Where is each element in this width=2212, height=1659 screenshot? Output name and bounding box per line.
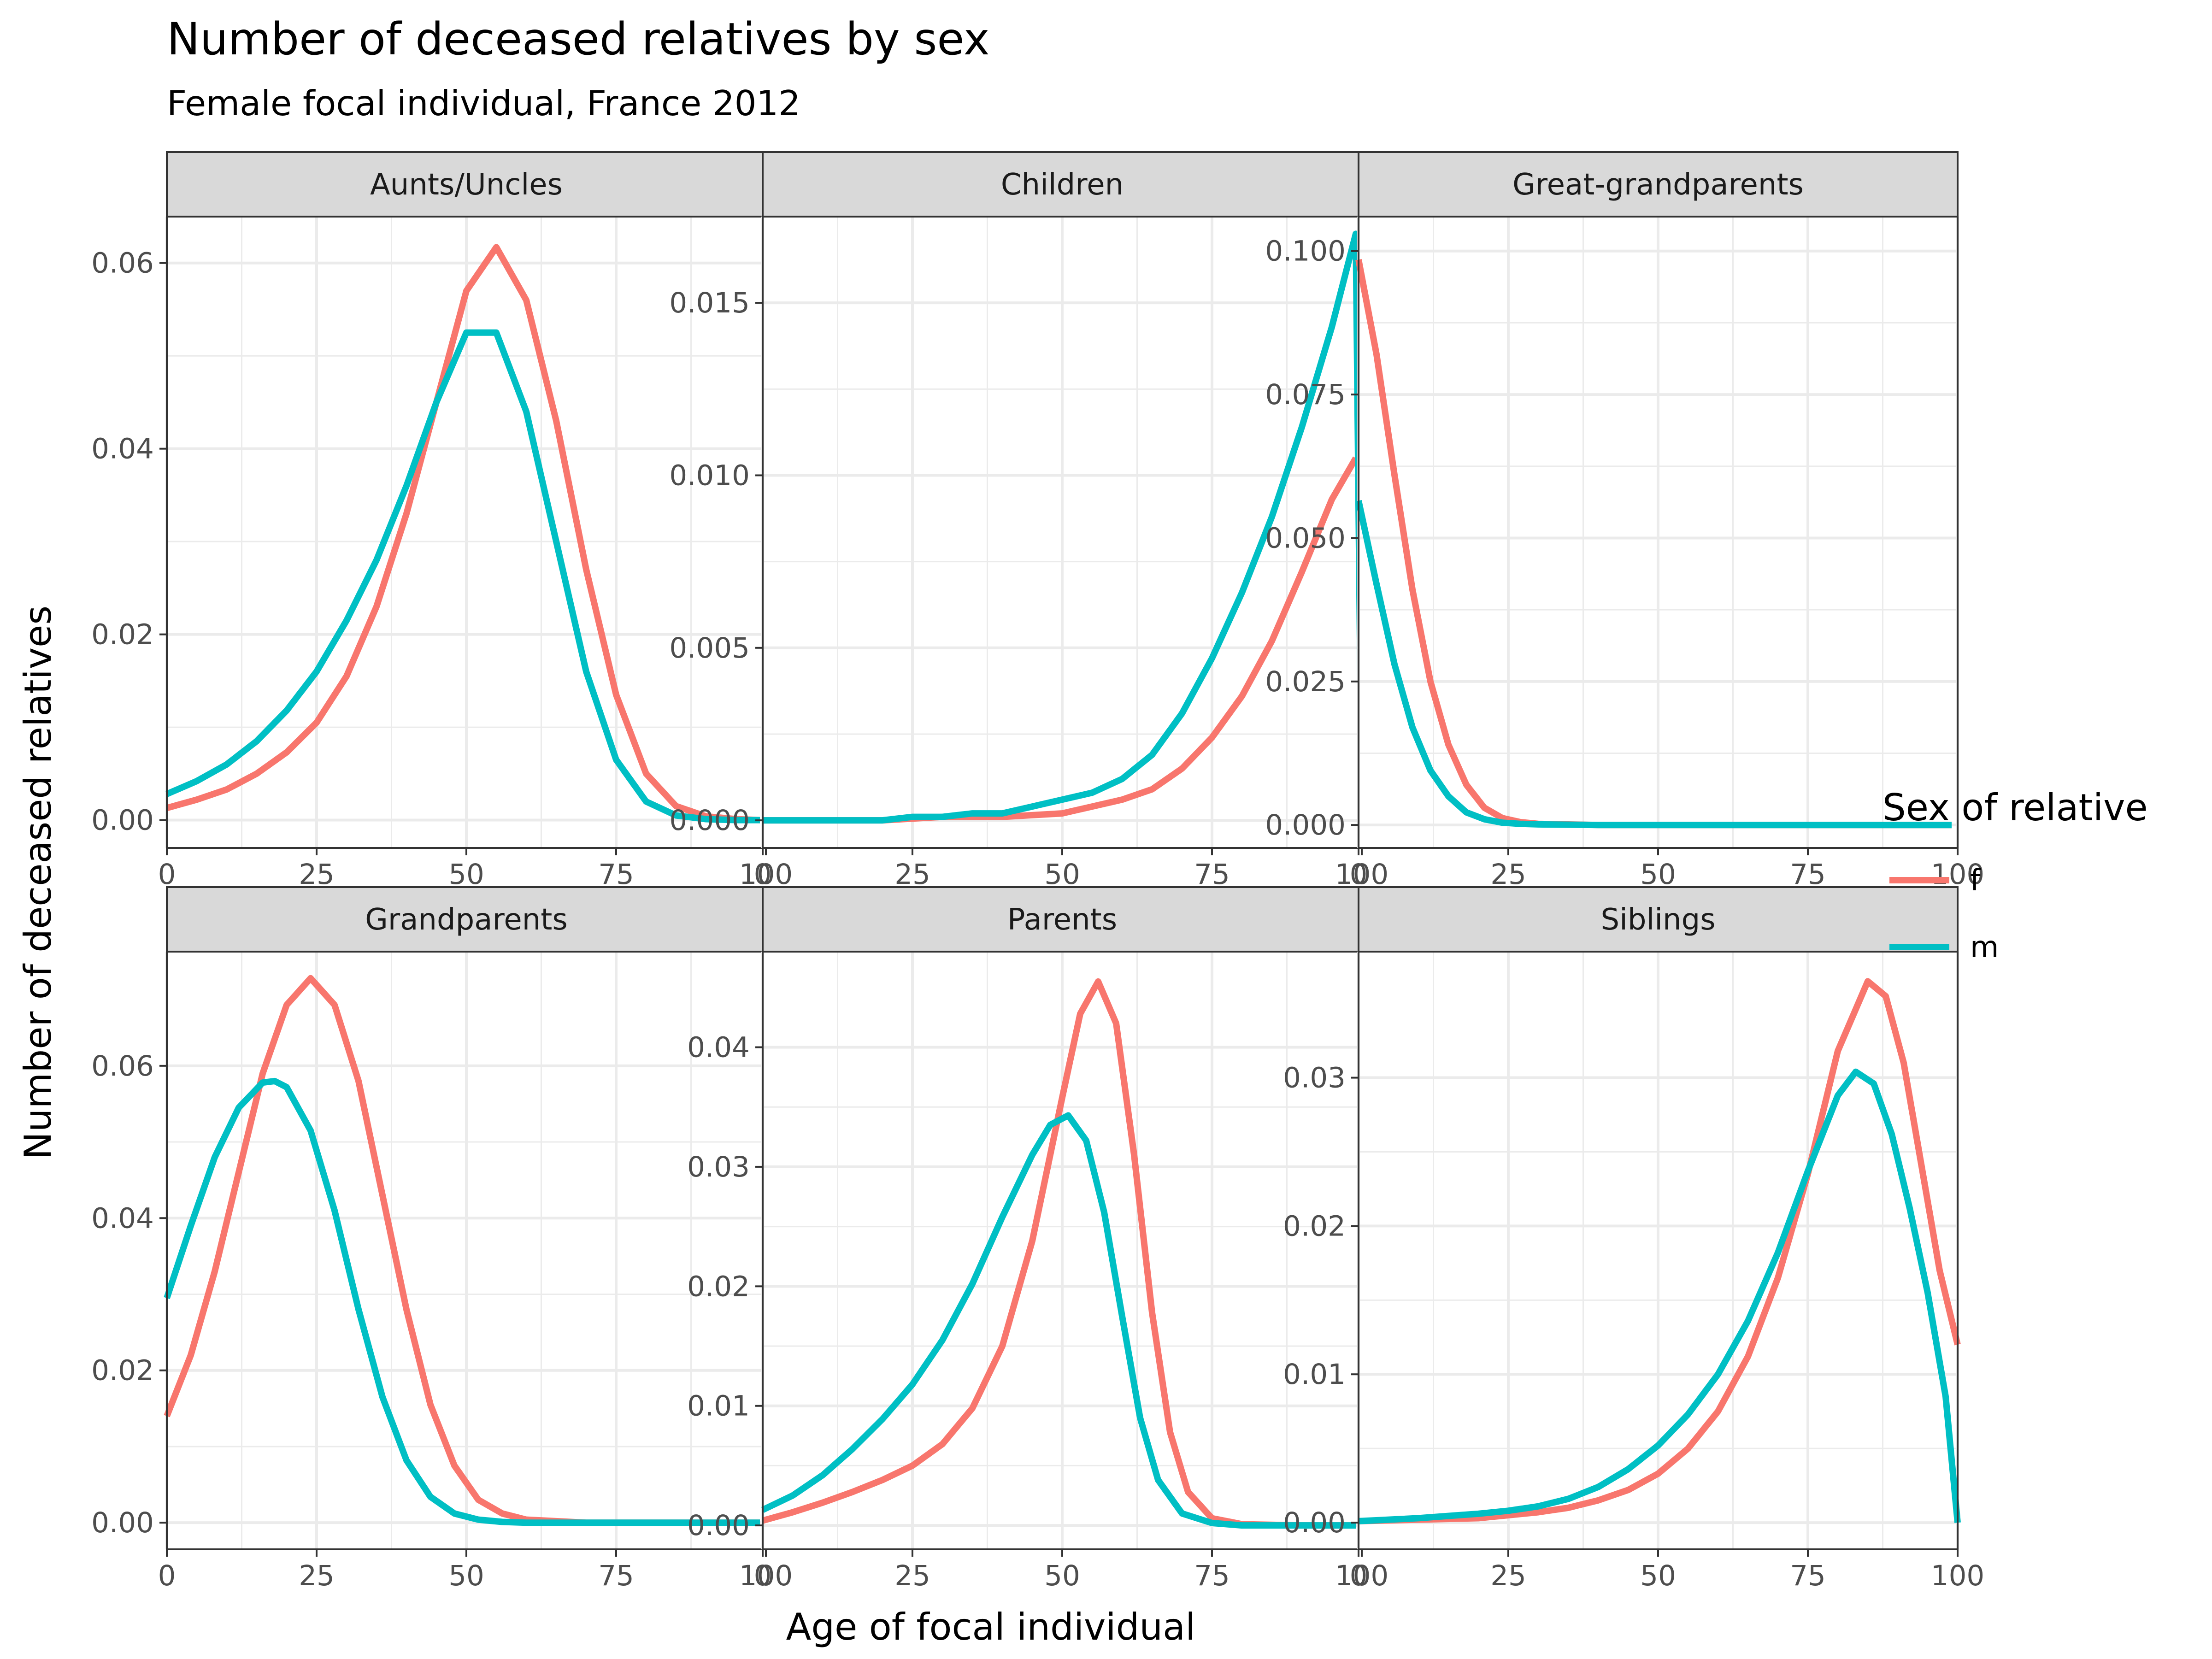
panel-grandparents: Grandparents 0 25 50 75 100 0.00 0.02 0.04 0.06: [91, 886, 793, 1592]
y-tick-label: 0.00: [91, 804, 154, 837]
panels-group: Aunts/Uncles 0 25 50 75 100 0.00 0.02 0.04 0.06 Ch…: [91, 151, 1984, 1592]
x-tick-label: 50: [448, 1559, 484, 1592]
series-line-m: [164, 1077, 760, 1526]
panel-strip-label: Siblings: [1600, 903, 1715, 937]
y-tick-label: 0.075: [1265, 378, 1346, 411]
panel-children: Children 0 25 50 75 100 0.000 0.005 0.010 0.015: [669, 151, 1388, 891]
x-tick-label: 50: [448, 858, 484, 891]
panel-strip: [166, 886, 767, 953]
panel-great-grandparents: Great-grandparents 0 25 50 75 100 0.000 0.025 0.…: [1265, 151, 1984, 891]
legend-title: Sex of relative: [1883, 786, 2148, 829]
chart-title: Number of deceased relatives by sex: [167, 13, 990, 65]
y-tick-label: 0.00: [91, 1506, 154, 1539]
y-tick-label: 0.04: [91, 1202, 154, 1235]
panel-border: [1358, 216, 1959, 849]
x-tick-label: 0: [754, 1559, 772, 1592]
x-tick-label: 0: [1350, 1559, 1368, 1592]
y-tick-label: 0.005: [669, 632, 750, 665]
x-tick-label: 50: [1044, 858, 1080, 891]
x-tick-label: 100: [739, 858, 793, 891]
y-tick-label: 0.02: [91, 1354, 154, 1387]
y-tick-label: 0.04: [687, 1031, 750, 1064]
panel-strip-label: Children: [1001, 168, 1124, 202]
panel-strip: [762, 886, 1363, 953]
x-tick-label: 25: [1490, 1559, 1526, 1592]
y-tick-label: 0.000: [669, 804, 750, 837]
x-tick-label: 100: [739, 1559, 793, 1592]
chart-subtitle: Female focal individual, France 2012: [167, 83, 800, 124]
y-tick-label: 0.02: [91, 618, 154, 651]
y-tick-label: 0.050: [1265, 522, 1346, 554]
x-tick-label: 50: [1044, 1559, 1080, 1592]
x-tick-label: 100: [1335, 858, 1388, 891]
y-tick-label: 0.03: [687, 1151, 750, 1183]
x-tick-label: 25: [894, 1559, 930, 1592]
x-tick-label: 0: [158, 858, 176, 891]
series-line-m: [1358, 1068, 1961, 1524]
x-tick-label: 25: [894, 858, 930, 891]
panel-siblings: Siblings 0 25 50 75 100 0.00 0.01 0.02 0.03: [1283, 886, 1984, 1592]
x-tick-label: 100: [1335, 1559, 1388, 1592]
y-tick-label: 0.100: [1265, 235, 1346, 268]
x-tick-label: 75: [598, 1559, 634, 1592]
y-tick-label: 0.02: [1283, 1210, 1346, 1242]
x-tick-label: 75: [598, 858, 634, 891]
y-tick-label: 0.06: [91, 247, 154, 280]
x-tick-label: 25: [299, 1559, 335, 1592]
y-tick-label: 0.025: [1265, 665, 1346, 698]
panel-strip: [166, 151, 767, 218]
panel-strip: [1358, 886, 1959, 953]
x-axis-title: Age of focal individual: [786, 1606, 1196, 1648]
y-tick-label: 0.015: [669, 287, 750, 319]
x-tick-label: 75: [1194, 858, 1230, 891]
panel-strip-label: Grandparents: [365, 903, 567, 937]
y-tick-label: 0.06: [91, 1050, 154, 1082]
x-tick-label: 50: [1640, 1559, 1676, 1592]
x-tick-label: 25: [1490, 858, 1526, 891]
series-line-m: [763, 230, 1365, 824]
y-tick-label: 0.04: [91, 433, 154, 465]
y-tick-label: 0.03: [1283, 1062, 1346, 1094]
legend-label-f: f: [1970, 864, 1981, 898]
x-tick-label: 100: [1931, 858, 1984, 891]
x-tick-label: 0: [1350, 858, 1368, 891]
x-tick-label: 75: [1194, 1559, 1230, 1592]
x-tick-label: 0: [754, 858, 772, 891]
x-tick-label: 25: [299, 858, 335, 891]
y-tick-label: 0.00: [687, 1509, 750, 1542]
series-line-f: [1358, 978, 1961, 1524]
y-tick-label: 0.00: [1283, 1506, 1346, 1539]
panel-strip: [762, 151, 1363, 218]
panel-border: [1358, 951, 1959, 1550]
series-line-m: [761, 1112, 1356, 1529]
y-tick-label: 0.01: [1283, 1358, 1346, 1391]
panel-strip-label: Aunts/Uncles: [370, 168, 563, 202]
series-line-f: [166, 244, 760, 824]
x-tick-label: 75: [1790, 1559, 1826, 1592]
panel-strip-label: Parents: [1007, 903, 1117, 937]
legend: Sex of relative f m: [1883, 786, 2148, 965]
y-axis-title: Number of deceased relatives: [17, 606, 59, 1159]
panel-aunts-uncles: Aunts/Uncles 0 25 50 75 100 0.00 0.02 0.04 0.06: [91, 151, 793, 891]
series-line-m: [165, 329, 760, 824]
x-tick-label: 100: [1931, 1559, 1984, 1592]
y-tick-label: 0.02: [687, 1270, 750, 1303]
series-line-f: [762, 978, 1356, 1529]
series-line-m: [1355, 500, 1952, 829]
y-tick-label: 0.01: [687, 1390, 750, 1423]
x-tick-label: 50: [1640, 858, 1676, 891]
y-tick-label: 0.010: [669, 459, 750, 492]
panel-strip-label: Great-grandparents: [1512, 168, 1804, 202]
x-tick-label: 0: [158, 1559, 176, 1592]
y-tick-label: 0.000: [1265, 809, 1346, 841]
legend-label-m: m: [1970, 930, 1999, 965]
x-tick-label: 75: [1790, 858, 1826, 891]
